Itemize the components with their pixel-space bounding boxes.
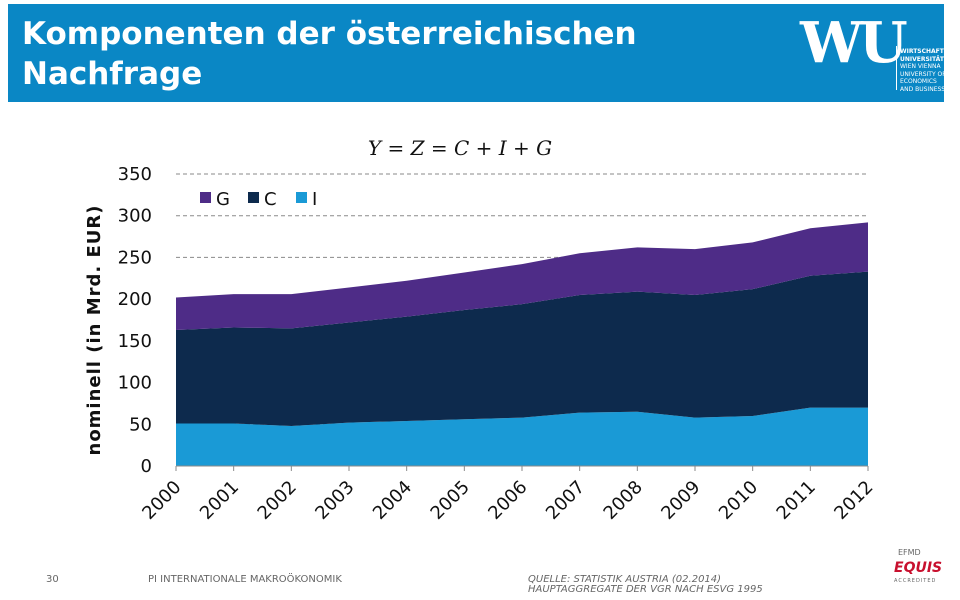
area-series-g [176, 222, 868, 331]
legend-label-i: I [312, 189, 317, 210]
slide-header: Komponenten der österreichischen Nachfra… [8, 4, 948, 102]
wu-logo-text: WIRTSCHAFTS UNIVERSITÄT WIEN VIENNA UNIV… [900, 48, 948, 93]
x-tick-label: 2004 [369, 477, 416, 524]
wu-logo-line: WIRTSCHAFTS [900, 48, 949, 55]
y-tick-label: 250 [118, 247, 152, 268]
wu-logo-line: ECONOMICS [900, 78, 937, 85]
formula: Y = Z = C + I + G [367, 136, 553, 160]
equis-badge: EFMD EQUIS ACCREDITED [880, 548, 943, 594]
x-tick-label: 2007 [542, 477, 589, 524]
x-tick-label: 2010 [715, 477, 762, 524]
legend-swatch-i [296, 192, 307, 203]
area-series-layer [176, 222, 868, 466]
y-tick-label: 200 [118, 289, 152, 310]
y-tick-label: 300 [118, 206, 152, 227]
slide-title-line-1: Komponenten der österreichischen [22, 16, 637, 52]
x-tick-label: 2012 [830, 477, 877, 524]
legend-label-g: G [216, 189, 230, 210]
course-name: PI INTERNATIONALE MAKROÖKONOMIK [148, 574, 342, 585]
source-line-1: QUELLE: STATISTIK AUSTRIA (02.2014) [528, 574, 722, 585]
x-tick-label: 2006 [484, 477, 531, 524]
area-series-c [176, 271, 868, 426]
y-axis-label: nominell (in Mrd. EUR) [84, 205, 105, 456]
x-tick-label: 2001 [196, 477, 243, 524]
legend-swatch-c [248, 192, 259, 203]
equis-badge-name: EQUIS [894, 560, 943, 576]
x-tick-label: 2003 [311, 477, 358, 524]
x-tick-label: 2000 [138, 477, 185, 524]
wu-logo-line: UNIVERSITY OF [900, 70, 946, 78]
y-tick-label: 100 [118, 373, 152, 394]
source-note: QUELLE: STATISTIK AUSTRIA (02.2014) HAUP… [528, 575, 763, 595]
legend-swatch-g [200, 192, 211, 203]
page-number: 30 [46, 574, 59, 585]
y-tick-label: 50 [129, 414, 152, 435]
equis-badge-top: EFMD [898, 548, 921, 557]
wu-logo-mark: WU [800, 10, 908, 76]
wu-logo-line: UNIVERSITÄT [900, 55, 944, 63]
x-tick-label: 2009 [657, 477, 704, 524]
wu-logo-line: AND BUSINESS [900, 85, 946, 93]
y-tick-label: 150 [118, 331, 152, 352]
wu-logo: WU WIRTSCHAFTS UNIVERSITÄT WIEN VIENNA U… [800, 14, 950, 98]
wu-logo-divider [896, 46, 897, 90]
legend-label-c: C [264, 189, 277, 210]
slide-title-line-2: Nachfrage [22, 56, 203, 92]
area-series-i [176, 407, 868, 466]
x-tick-label: 2011 [773, 477, 820, 524]
x-tick-label: 2005 [427, 477, 474, 524]
y-tick-label: 0 [141, 456, 152, 477]
source-line-2: HAUPTAGGREGATE DER VGR NACH ESVG 1995 [528, 584, 763, 595]
x-tick-label: 2002 [254, 477, 301, 524]
equis-badge-bottom: ACCREDITED [894, 578, 937, 584]
wu-logo-line: WIEN VIENNA [900, 63, 941, 70]
y-tick-label: 350 [118, 164, 152, 185]
x-tick-label: 2008 [600, 477, 647, 524]
slide-title: Komponenten der österreichischen Nachfra… [22, 14, 712, 94]
